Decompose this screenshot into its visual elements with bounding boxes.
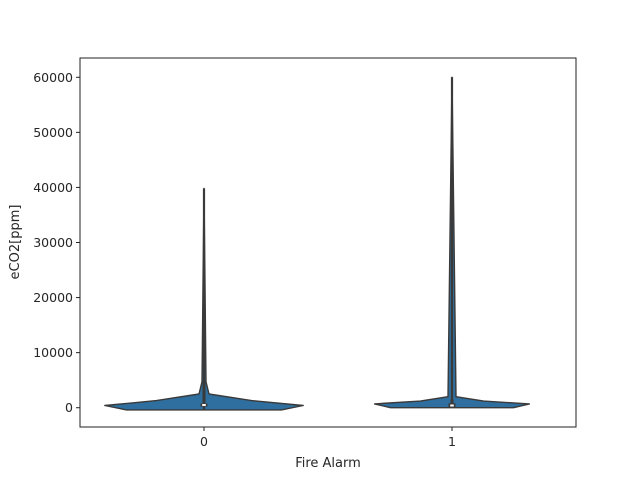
y-tick-label: 40000 [33, 180, 73, 195]
plot-area-frame [79, 57, 577, 428]
violins-layer [104, 76, 531, 411]
y-tick-label: 30000 [33, 235, 73, 250]
y-axis-ticks: 0 10000 20000 30000 40000 50000 60000 [33, 70, 80, 415]
y-tick-label: 10000 [33, 345, 73, 360]
y-axis-label: eCO2[ppm] [8, 205, 23, 280]
x-tick-label: 1 [448, 434, 456, 449]
x-tick-label: 0 [200, 434, 208, 449]
violin-median-marker [450, 404, 454, 407]
x-axis-label: Fire Alarm [295, 456, 361, 471]
y-tick-label: 50000 [33, 125, 73, 140]
violin-median-marker [202, 403, 206, 406]
y-tick-label: 20000 [33, 290, 73, 305]
y-tick-label: 0 [65, 400, 73, 415]
y-tick-label: 60000 [33, 70, 73, 85]
